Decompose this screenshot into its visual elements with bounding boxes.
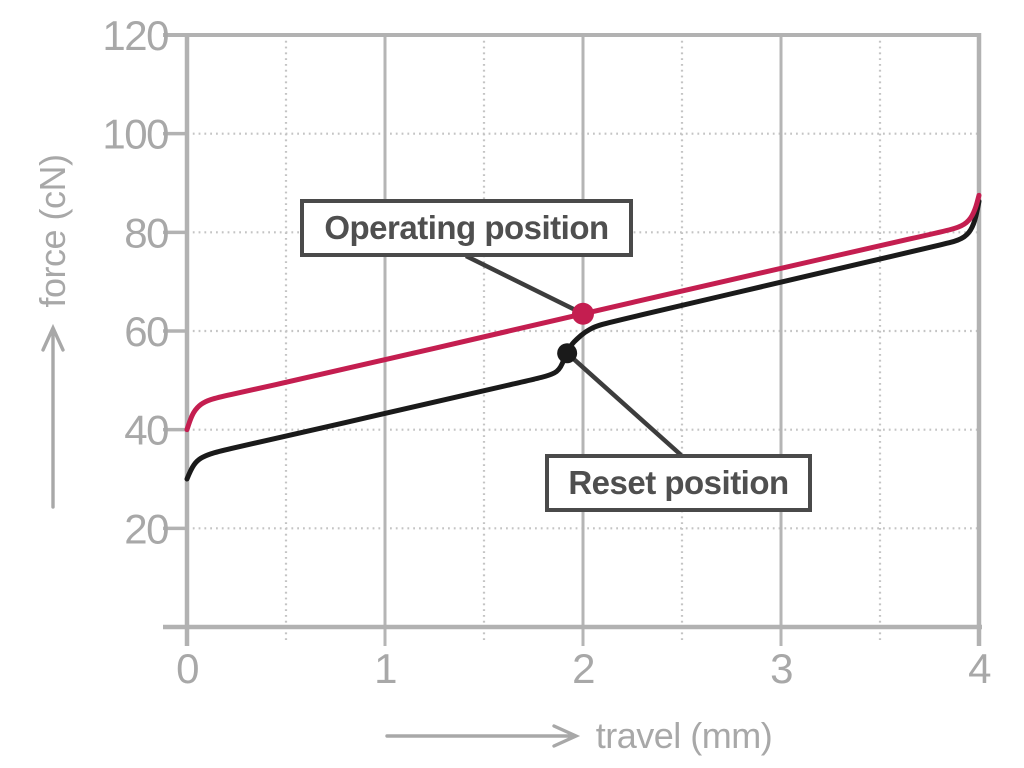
reset-position-label: Reset position: [568, 464, 789, 501]
reset-position-leader-line: [565, 351, 683, 457]
operating-position-callout: Operating position: [300, 199, 633, 257]
y-tick-label-120: 120: [102, 12, 168, 59]
up-arrow-icon: [41, 323, 65, 509]
right-arrow-icon: [385, 724, 580, 748]
y-tick-label-40: 40: [124, 407, 168, 454]
reset-position-callout: Reset position: [545, 454, 812, 512]
reset-position-dot: [557, 343, 578, 364]
y-tick-label-100: 100: [102, 111, 168, 158]
x-tick-label-4: 4: [968, 645, 991, 692]
x-tick-label-0: 0: [176, 645, 198, 692]
operating-position-dot: [572, 302, 594, 325]
y-tick-label-80: 80: [124, 209, 168, 256]
series-press-stroke: [184, 192, 982, 433]
operating-position-label: Operating position: [324, 209, 609, 246]
x-axis-label: travel (mm): [595, 715, 773, 756]
x-tick-label-3: 3: [770, 645, 792, 692]
x-tick-label-2: 2: [572, 645, 594, 692]
y-tick-label-20: 20: [124, 505, 168, 552]
operating-position-leader-line: [465, 253, 584, 316]
y-axis-label: force (cN): [32, 154, 73, 308]
x-axis-caption: travel (mm): [372, 713, 784, 759]
x-tick-label-1: 1: [374, 645, 396, 692]
y-axis-caption: force (cN): [30, 142, 76, 522]
y-tick-label-60: 60: [124, 308, 168, 355]
